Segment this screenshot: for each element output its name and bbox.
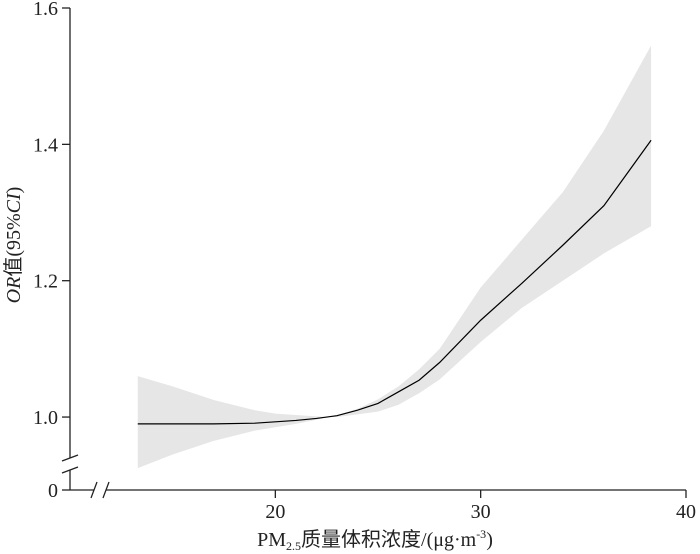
x-break	[102, 481, 110, 499]
origin-label: 0	[48, 480, 58, 502]
x-tick-label: 30	[471, 501, 491, 523]
axes	[61, 8, 686, 499]
y-tick-label: 1.2	[33, 271, 58, 293]
confidence-band	[137, 45, 652, 469]
y-axis-label: OR值(95%CI)	[2, 187, 25, 304]
y-break	[61, 454, 79, 462]
y-tick-label: 1.4	[33, 134, 58, 156]
x-break	[90, 481, 98, 499]
y-tick-label: 1.6	[33, 0, 58, 20]
x-axis-label: PM2.5质量体积浓度/(μg·m-3)	[257, 527, 493, 553]
y-break	[61, 466, 79, 474]
y-tick-label: 1.0	[33, 407, 58, 429]
line	[137, 139, 652, 425]
x-tick-label: 20	[265, 501, 285, 523]
x-tick-label: 40	[676, 501, 696, 523]
